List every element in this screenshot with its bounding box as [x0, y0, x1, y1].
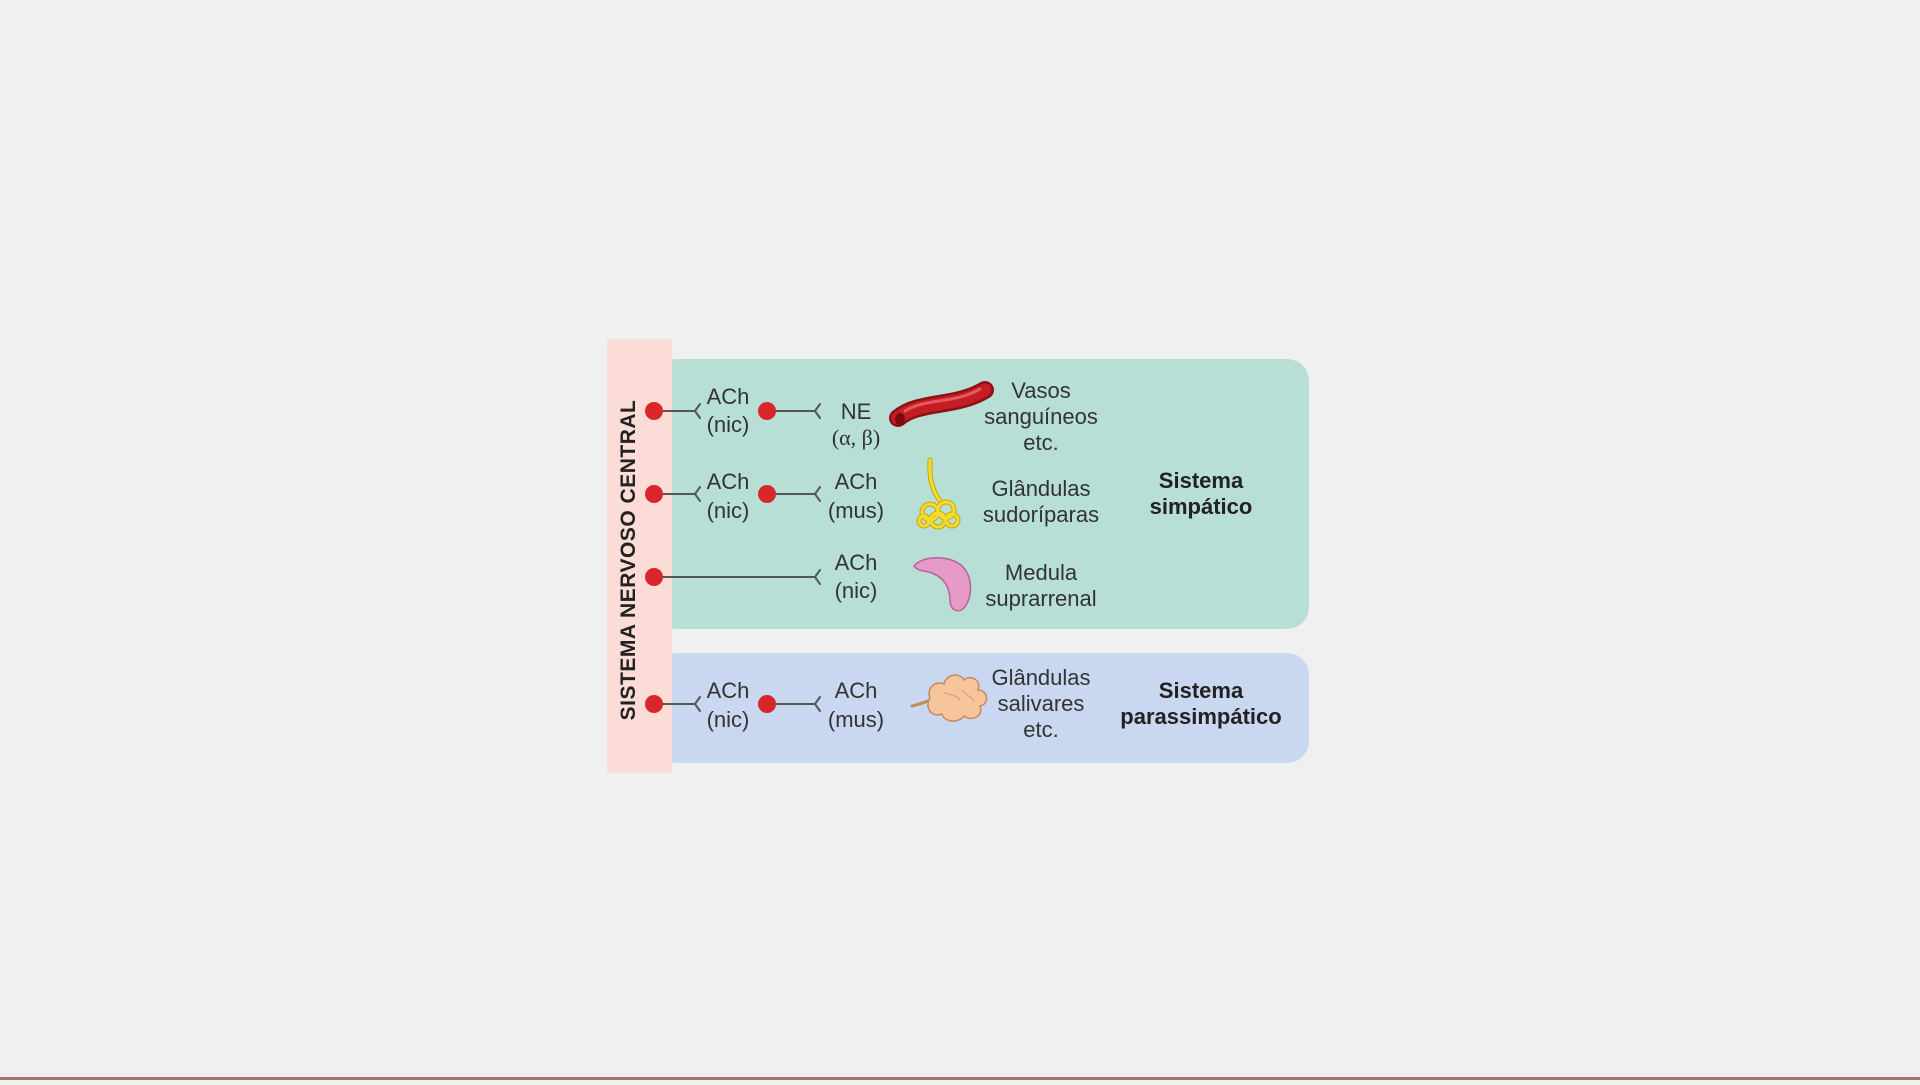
- postganglionic-neuron-body: [758, 402, 776, 420]
- parasympathetic-row-salivary-glands: ACh (nic) ACh (mus) Glândulas salivares …: [645, 665, 1091, 742]
- postganglionic-receptor: (mus): [828, 498, 884, 523]
- target-organ-label: salivares: [998, 691, 1085, 716]
- cns-label: SISTEMA NERVOSO CENTRAL: [617, 400, 640, 721]
- bottom-border: [0, 1077, 1920, 1080]
- target-organ-label: sanguíneos: [984, 404, 1098, 429]
- target-organ-label: etc.: [1023, 717, 1058, 742]
- postganglionic-neuron-body: [758, 485, 776, 503]
- receptor-label: (nic): [835, 578, 878, 603]
- postganglionic-transmitter: ACh: [835, 469, 878, 494]
- sympathetic-row-vessels: ACh (nic) NE (α, β) Vasos sanguíneos etc…: [645, 378, 1098, 455]
- target-organ-label: Medula: [1005, 560, 1078, 585]
- sympathetic-row-adrenal-medulla: ACh (nic) Medula suprarrenal: [645, 550, 1097, 612]
- parasympathetic-panel: [655, 653, 1309, 763]
- preganglionic-neuron-body: [645, 695, 663, 713]
- preganglionic-transmitter: ACh: [707, 384, 750, 409]
- sympathetic-panel: [655, 359, 1309, 629]
- transmitter-label: ACh: [835, 550, 878, 575]
- sympathetic-title: simpático: [1150, 494, 1253, 519]
- postganglionic-transmitter: ACh: [835, 678, 878, 703]
- adrenal-medulla-icon: [913, 557, 972, 612]
- parasympathetic-title: Sistema: [1159, 678, 1244, 703]
- preganglionic-neuron-body: [645, 485, 663, 503]
- sweat-gland-icon: [916, 457, 961, 530]
- preganglionic-receptor: (nic): [707, 707, 750, 732]
- target-organ-label: suprarrenal: [985, 586, 1096, 611]
- preganglionic-transmitter: ACh: [707, 469, 750, 494]
- blood-vessel-icon: [889, 381, 994, 427]
- postganglionic-transmitter: NE: [841, 399, 872, 424]
- target-organ-label: Glândulas: [991, 665, 1090, 690]
- target-organ-label: etc.: [1023, 430, 1058, 455]
- preganglionic-receptor: (nic): [707, 498, 750, 523]
- target-organ-label: Vasos: [1011, 378, 1071, 403]
- salivary-gland-icon: [910, 674, 988, 722]
- sympathetic-row-sweat-glands: ACh (nic) ACh (mus) Glândulas sudorípara…: [645, 457, 1099, 530]
- target-organ-label: sudoríparas: [983, 502, 1099, 527]
- preganglionic-neuron-body: [645, 568, 663, 586]
- preganglionic-receptor: (nic): [707, 412, 750, 437]
- postganglionic-receptor: (α, β): [832, 425, 880, 450]
- postganglionic-receptor: (mus): [828, 707, 884, 732]
- sympathetic-title: Sistema: [1159, 468, 1244, 493]
- parasympathetic-title: parassimpático: [1120, 704, 1281, 729]
- target-organ-label: Glândulas: [991, 476, 1090, 501]
- preganglionic-transmitter: ACh: [707, 678, 750, 703]
- postganglionic-neuron-body: [758, 695, 776, 713]
- preganglionic-neuron-body: [645, 402, 663, 420]
